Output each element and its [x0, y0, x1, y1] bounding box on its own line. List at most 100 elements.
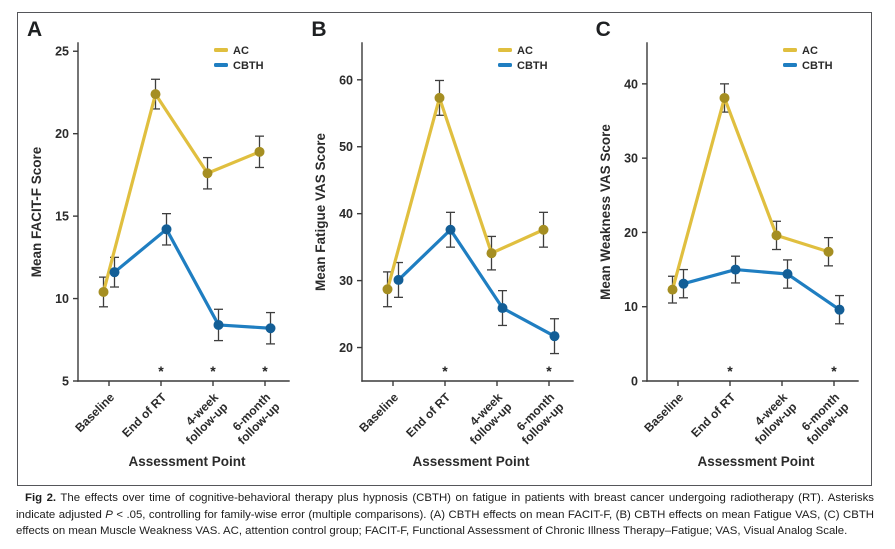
svg-text:*: * — [210, 363, 216, 379]
svg-text:*: * — [547, 363, 553, 379]
data-point-ac — [254, 146, 265, 157]
svg-text:CBTH: CBTH — [517, 60, 548, 72]
svg-text:*: * — [158, 363, 164, 379]
significance-asterisks: * * — [443, 363, 553, 379]
series-line-cbth — [397, 228, 557, 338]
svg-text:End of RT: End of RT — [403, 390, 453, 440]
data-point-cbth — [109, 267, 120, 278]
data-point-cbth — [834, 304, 845, 315]
series-line-ac — [670, 96, 830, 292]
legend: AC CBTH — [782, 45, 833, 72]
svg-text:*: * — [727, 363, 733, 379]
series-line-ac — [101, 92, 262, 294]
x-axis-title: Assessment Point — [413, 454, 531, 469]
y-axis-title: Mean FACIT-F Score — [29, 146, 44, 277]
legend: AC CBTH — [498, 45, 548, 72]
caption-p-symbol: P — [105, 508, 113, 521]
panel-a-letter: A — [27, 18, 43, 41]
series-line-cbth — [112, 227, 273, 330]
svg-text:20: 20 — [339, 341, 353, 355]
axes — [645, 42, 859, 382]
legend: AC CBTH — [214, 45, 264, 72]
data-point-cbth — [445, 224, 456, 235]
svg-text:0: 0 — [631, 375, 638, 389]
data-point-cbth — [265, 323, 276, 334]
data-point-cbth — [678, 278, 689, 289]
data-point-ac — [98, 286, 109, 297]
data-point-ac — [538, 224, 549, 235]
series-line-cbth — [681, 267, 841, 312]
data-point-cbth — [549, 331, 560, 342]
figure-frame: A 5 10 15 20 25 Baseline End of RT 4-week follow… — [17, 12, 872, 486]
svg-text:50: 50 — [339, 140, 353, 154]
data-point-ac — [823, 246, 834, 257]
svg-text:Baseline: Baseline — [641, 390, 686, 435]
svg-text:40: 40 — [624, 77, 638, 91]
data-point-ac — [150, 89, 161, 100]
panel-b-letter: B — [311, 18, 327, 41]
svg-text:AC: AC — [802, 45, 818, 57]
svg-text:20: 20 — [55, 127, 69, 141]
svg-text:*: * — [831, 363, 837, 379]
svg-text:End of RT: End of RT — [119, 390, 169, 440]
axes — [361, 42, 575, 382]
data-point-cbth — [730, 264, 741, 275]
svg-text:5: 5 — [62, 375, 69, 389]
svg-text:10: 10 — [624, 300, 638, 314]
significance-asterisks: * * — [727, 363, 837, 379]
caption-text-2: < .05, controlling for family-wise error… — [16, 508, 875, 538]
chart-weakness-vas: 0 10 20 30 40 Baseline End of RT 4-weekfollow-u… — [598, 42, 859, 469]
data-point-cbth — [393, 274, 404, 285]
svg-text:20: 20 — [624, 226, 638, 240]
svg-text:*: * — [262, 363, 268, 379]
data-point-cbth — [161, 224, 172, 235]
svg-text:CBTH: CBTH — [233, 60, 264, 72]
data-point-ac — [719, 92, 730, 103]
data-point-ac — [667, 284, 678, 295]
data-point-cbth — [497, 303, 508, 314]
svg-text:End of RT: End of RT — [688, 390, 738, 440]
panel-c-letter: C — [595, 18, 612, 41]
svg-text:AC: AC — [517, 45, 533, 57]
y-axis-ticks: 20 30 40 50 60 — [339, 73, 363, 355]
y-axis-ticks: 5 10 15 20 25 — [55, 45, 78, 389]
y-axis-ticks: 0 10 20 30 40 — [624, 77, 647, 389]
data-point-ac — [202, 168, 213, 179]
svg-text:25: 25 — [55, 45, 69, 59]
caption-fig-label: Fig 2. — [25, 492, 57, 504]
caption-text-1: The effects over time of cognitive-behav… — [16, 492, 875, 521]
panel-a: A 5 10 15 20 25 Baseline End of RT 4-week follow… — [18, 13, 302, 485]
svg-text:AC: AC — [233, 45, 249, 57]
data-point-ac — [382, 284, 393, 295]
svg-text:30: 30 — [624, 152, 638, 166]
series-line-ac — [386, 96, 546, 291]
svg-text:15: 15 — [55, 210, 69, 224]
axes — [77, 42, 290, 382]
y-axis-title: Mean Weakness VAS Score — [598, 124, 613, 300]
svg-text:*: * — [443, 363, 449, 379]
svg-text:60: 60 — [339, 73, 353, 87]
chart-facit-f: 5 10 15 20 25 Baseline End of RT 4-weekfollow-u… — [29, 42, 290, 469]
panels-row: A 5 10 15 20 25 Baseline End of RT 4-week follow… — [18, 13, 871, 485]
data-point-ac — [434, 92, 445, 103]
error-bars — [383, 79, 560, 355]
panel-c: C 0 10 20 30 40 Baseline End of RT 4-week follow… — [587, 13, 871, 485]
y-axis-title: Mean Fatigue VAS Score — [313, 132, 328, 291]
data-point-ac — [486, 248, 497, 259]
svg-text:Baseline: Baseline — [72, 390, 117, 435]
svg-text:40: 40 — [339, 207, 353, 221]
data-point-ac — [771, 230, 782, 241]
chart-fatigue-vas: 20 30 40 50 60 Baseline End of RT 4-weekfollow-… — [313, 42, 575, 469]
svg-text:CBTH: CBTH — [802, 60, 833, 72]
x-axis-title: Assessment Point — [697, 454, 815, 469]
svg-text:Baseline: Baseline — [357, 390, 402, 435]
data-point-cbth — [213, 319, 224, 330]
svg-text:30: 30 — [339, 274, 353, 288]
x-axis-title: Assessment Point — [128, 454, 246, 469]
figure-caption: Fig 2. The effects over time of cognitiv… — [16, 490, 874, 540]
data-point-cbth — [782, 269, 793, 280]
panel-b: B 20 30 40 50 60 Baseline End of RT 4-week follo… — [302, 13, 586, 485]
